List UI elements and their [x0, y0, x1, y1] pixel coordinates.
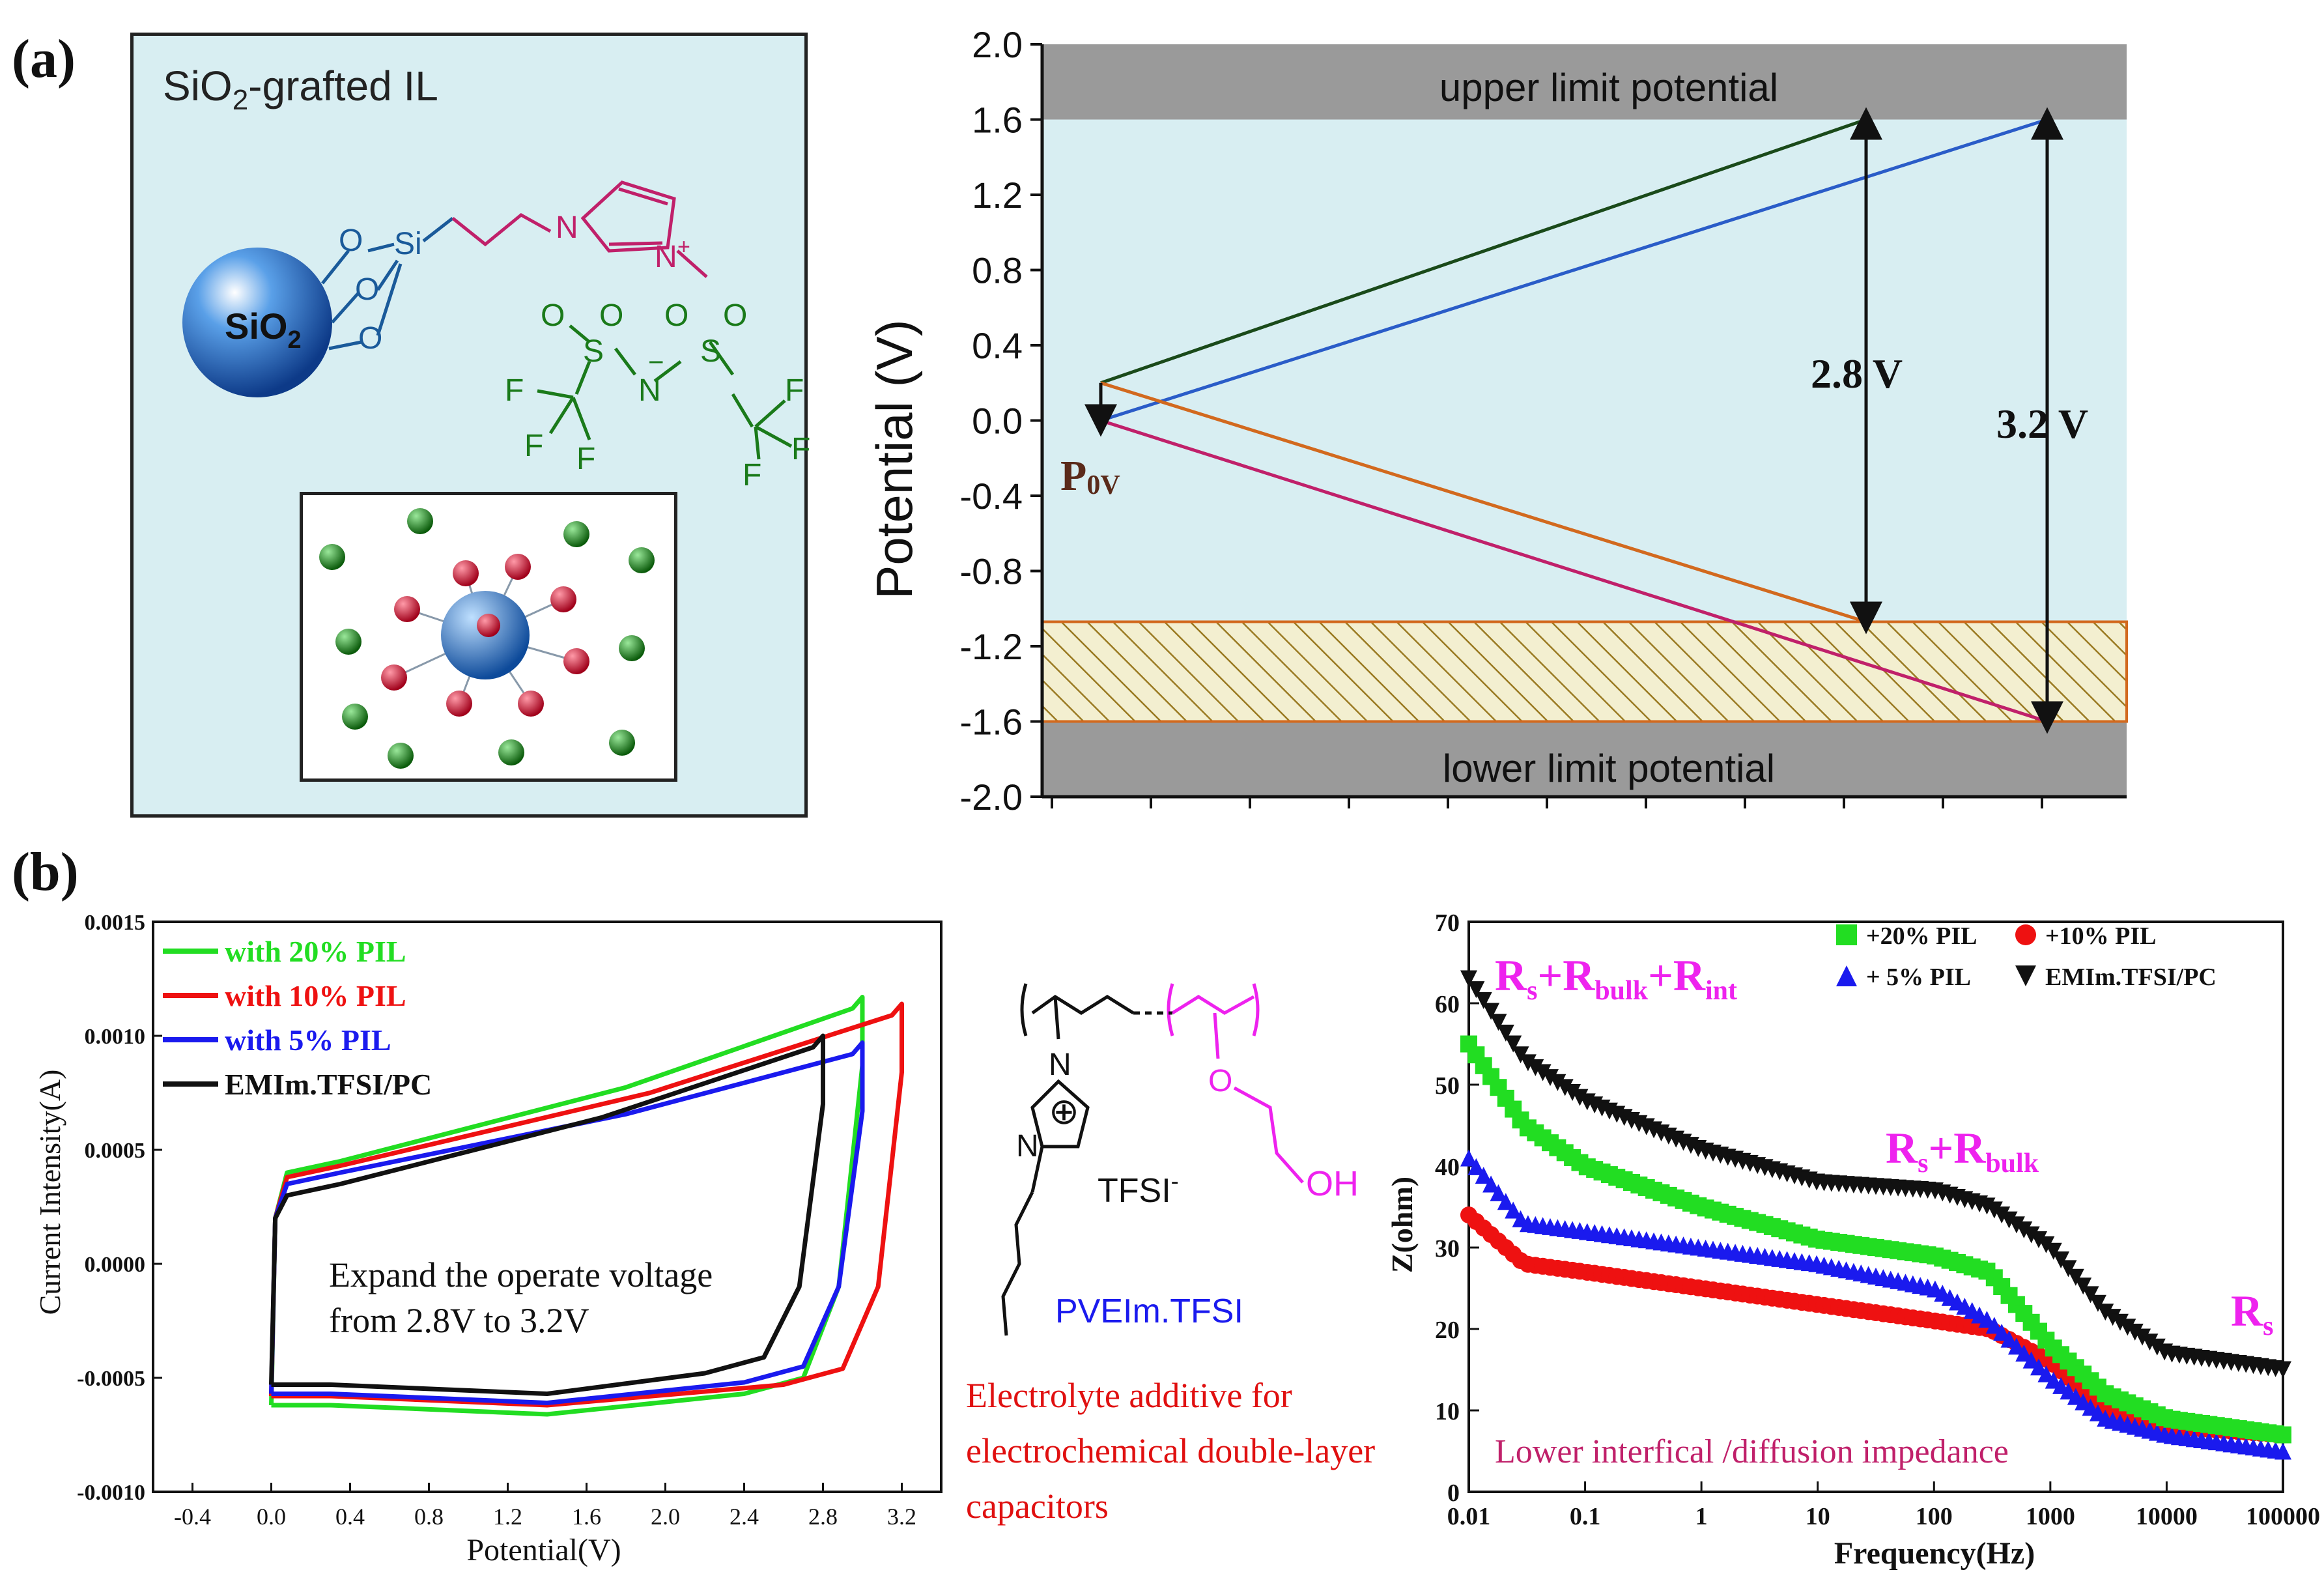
tfsi-f-label-1: F	[505, 373, 524, 408]
c1-ytick-label: 2.0	[972, 24, 1023, 65]
c1-ytick-label: -0.8	[960, 551, 1023, 592]
particle-inset	[300, 492, 677, 782]
tfsi-f-label-5: F	[791, 432, 810, 466]
c1-band-upper	[1042, 44, 2127, 120]
n-label-2: N	[655, 240, 677, 274]
tfsi-o-label-4: O	[723, 298, 747, 333]
inset-anions	[319, 508, 655, 769]
tfsi-minus-label: −	[648, 347, 664, 377]
c1-ytick-label: 0.4	[972, 325, 1023, 366]
si-label: Si	[394, 227, 422, 261]
schematic-title: SiO2-grafted IL	[163, 63, 438, 116]
particle-inset-drawing	[319, 508, 655, 769]
c1-ytick-label: -1.2	[960, 626, 1023, 667]
c1-band-lower	[1042, 721, 2127, 797]
tfsi-f-label-3: F	[576, 442, 595, 476]
inset-cations	[381, 554, 589, 717]
tfsi-o-label-3: O	[664, 298, 688, 333]
c1-p0-label: P0V	[1060, 452, 1120, 500]
c1-line-magenta	[1100, 419, 2048, 723]
o-label-2: O	[355, 272, 379, 307]
molecule-drawing: SiO2 O O O Si N N +	[182, 180, 810, 492]
n-label-1: N	[556, 210, 578, 245]
si-o-bonds	[321, 217, 454, 350]
c1-ylabel: Potential (V)	[866, 319, 923, 599]
sphere-label: SiO2	[225, 306, 302, 354]
c1-line-orange	[1100, 381, 1867, 623]
tfsi-f-label-6: F	[743, 458, 761, 492]
c1-ytick-label: 1.6	[972, 100, 1023, 141]
tfsi-f-label-2: F	[524, 429, 543, 463]
c1-arrow1-label: 2.8 V	[1811, 350, 1903, 397]
panel-a-label: (a)	[12, 29, 76, 89]
c1-ytick-label: -1.6	[960, 702, 1023, 743]
plus-label: +	[677, 235, 690, 259]
c1-ytick-label: 0.0	[972, 401, 1023, 442]
c1-line-green	[1100, 118, 1867, 385]
silica-sphere	[182, 248, 332, 397]
c1-line-blue	[1100, 118, 2048, 422]
c1-hatched-region	[1041, 620, 2128, 723]
tfsi-o-label-1: O	[541, 298, 565, 333]
c1-ytick-label: 1.2	[972, 175, 1023, 216]
o-label-3: O	[358, 321, 382, 356]
tfsi-f-label-4: F	[785, 373, 804, 408]
schematic-panel: SiO2-grafted IL SiO2 O O O Si	[130, 33, 810, 818]
c1-arrow2-label: 3.2 V	[1996, 401, 2088, 447]
imidazolium-chain	[451, 180, 708, 278]
o-label-1: O	[339, 223, 363, 258]
panel-b-label: (b)	[12, 842, 79, 902]
tfsi-o-label-2: O	[599, 298, 623, 333]
tfsi-n-label: N	[638, 373, 661, 408]
c1-band-lower-label: lower limit potential	[1443, 747, 1775, 790]
tfsi-s-label-2: S	[700, 334, 721, 369]
tfsi-anion	[537, 324, 793, 460]
c1-ytick-label: 0.8	[972, 250, 1023, 291]
c1-ytick-label: -0.4	[960, 476, 1023, 517]
c1-band-upper-label: upper limit potential	[1439, 66, 1778, 109]
c1-ytick-label: -2.0	[960, 777, 1023, 818]
tfsi-s-label-1: S	[583, 334, 604, 369]
